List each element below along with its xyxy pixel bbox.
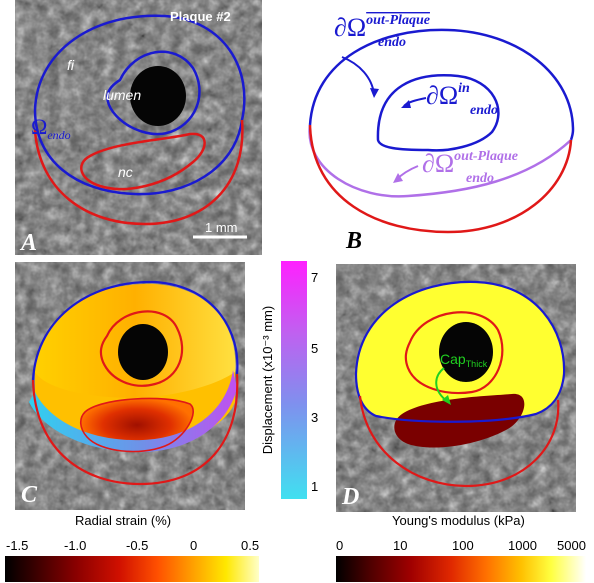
panel-b-schematic: ∂Ωout-Plaque endo ∂Ωinendo ∂Ωout-Plaque en…: [308, 13, 575, 254]
modulus-tick: 5000: [557, 538, 586, 553]
displacement-label: Displacement (x10⁻³ mm): [260, 305, 275, 455]
label-out-plaque: ∂Ωout-Plaque endo: [422, 149, 518, 186]
disp-tick: 7: [311, 270, 319, 285]
modulus-colorbar: [336, 556, 586, 582]
panel-c: C: [15, 262, 245, 510]
panel-letter-c: C: [21, 482, 38, 508]
modulus-tick: 0: [336, 538, 344, 553]
label-lumen: lumen: [103, 87, 141, 103]
arrow-out-bar: [341, 56, 375, 95]
label-nc: nc: [118, 164, 133, 180]
necrotic-core-contour: [80, 132, 206, 191]
lumen-dark: [439, 322, 493, 382]
nc-contour: [79, 397, 194, 453]
outer-blue-contour: [354, 280, 566, 423]
cap-thickness-label: CapThick: [440, 351, 488, 369]
panel-b: ∂Ωout-Plaque endo ∂Ωinendo ∂Ωout-Plaque en…: [268, 0, 588, 255]
outer-boundary-no-plaque: [308, 28, 575, 141]
arrowhead-out-plaque: [393, 173, 403, 183]
disp-tick: 1: [311, 479, 319, 494]
disp-tick: 5: [311, 341, 319, 356]
panel-d-modulus-map: CapThick D: [336, 264, 576, 512]
plaque-title: Plaque #2: [170, 9, 231, 24]
lumen-contour: [106, 50, 201, 136]
lumen-dark: [118, 324, 168, 380]
label-fi: fi: [67, 57, 75, 73]
outer-blue-contour: [33, 14, 246, 196]
panel-d: CapThick D: [336, 264, 576, 512]
disp-tick: 3: [311, 410, 319, 425]
arrowhead-in: [401, 100, 411, 108]
panel-a: Plaque #2 fi lumen nc Ωendo 1 mm A: [15, 0, 262, 255]
panel-letter-a: A: [19, 230, 37, 255]
label-out-plaque-bar: ∂Ωout-Plaque endo: [334, 13, 430, 50]
lumen-contour: [99, 310, 184, 387]
outer-red-contour: [31, 373, 239, 486]
arrowhead-out-bar: [370, 88, 379, 98]
displacement-colorbar: [281, 261, 307, 499]
outer-blue-contour: [31, 280, 239, 381]
strain-tick: 0: [190, 538, 198, 553]
panel-letter-d: D: [341, 484, 359, 510]
strain-tick: -0.5: [126, 538, 149, 553]
lumen-contour: [404, 311, 504, 394]
modulus-tick: 10: [393, 538, 408, 553]
label-omega-endo: Ωendo: [31, 114, 71, 142]
scale-bar-label: 1 mm: [205, 220, 238, 235]
outer-red-contour: [358, 395, 560, 488]
panel-a-ultrasound: Plaque #2 fi lumen nc Ωendo 1 mm A: [15, 0, 262, 255]
panel-c-strain-map: C: [15, 262, 245, 510]
strain-tick: -1.5: [6, 538, 29, 553]
outer-boundary-plaque: [308, 124, 573, 234]
strain-colorbar-title: Radial strain (%): [75, 513, 172, 528]
modulus-tick: 1000: [508, 538, 537, 553]
strain-colorbar: [5, 556, 259, 582]
purple-boundary: [308, 124, 572, 198]
panel-letter-b: B: [345, 228, 362, 254]
label-in: ∂Ωinendo: [426, 81, 498, 118]
strain-tick: -1.0: [64, 538, 87, 553]
modulus-tick: 100: [452, 538, 474, 553]
strain-tick: 0.5: [241, 538, 260, 553]
cap-thickness-arrowhead: [442, 395, 451, 405]
modulus-colorbar-title: Young's modulus (kPa): [392, 513, 525, 528]
lumen-dark: [130, 66, 186, 126]
inner-boundary: [376, 74, 500, 152]
outer-red-contour: [33, 119, 244, 226]
